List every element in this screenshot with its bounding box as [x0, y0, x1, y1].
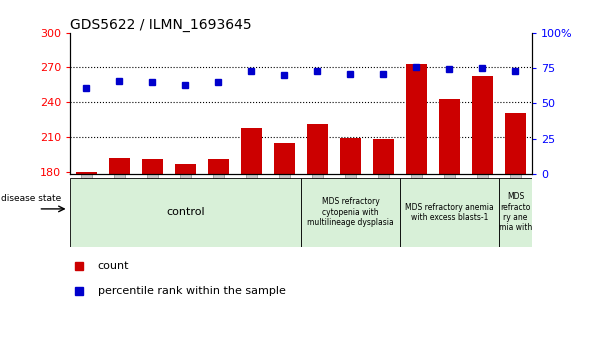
Bar	[70, 178, 301, 247]
Text: MDS refractory anemia
with excess blasts-1: MDS refractory anemia with excess blasts…	[405, 203, 494, 222]
Bar	[400, 178, 499, 247]
Text: disease state: disease state	[1, 194, 61, 203]
Bar	[306, 125, 328, 174]
Bar	[208, 159, 229, 174]
Bar	[274, 143, 295, 174]
Bar	[406, 64, 427, 174]
Bar	[340, 138, 361, 174]
Bar	[75, 172, 97, 174]
Bar	[142, 159, 163, 174]
Bar	[109, 158, 130, 174]
Text: GDS5622 / ILMN_1693645: GDS5622 / ILMN_1693645	[70, 18, 252, 32]
Bar	[499, 178, 532, 247]
Text: control: control	[166, 207, 205, 217]
Bar	[241, 128, 262, 174]
Bar	[301, 178, 400, 247]
Text: MDS
refracto
ry ane
mia with: MDS refracto ry ane mia with	[499, 192, 532, 232]
Bar	[505, 113, 526, 174]
Text: MDS refractory
cytopenia with
multilineage dysplasia: MDS refractory cytopenia with multilinea…	[307, 197, 394, 227]
Bar	[373, 139, 394, 174]
Bar	[439, 99, 460, 174]
Text: count: count	[98, 261, 129, 271]
Text: percentile rank within the sample: percentile rank within the sample	[98, 286, 286, 296]
Bar	[174, 164, 196, 174]
Bar	[472, 76, 493, 174]
